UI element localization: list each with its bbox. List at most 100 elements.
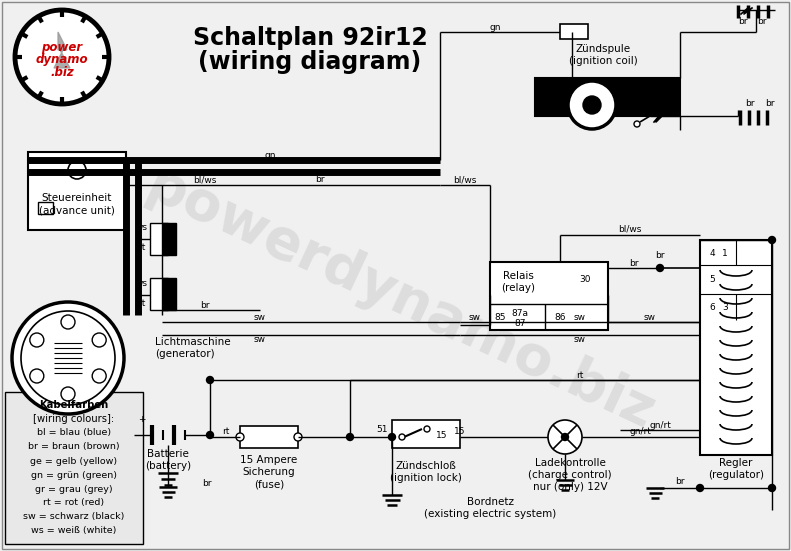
Text: 87a: 87a: [512, 309, 528, 317]
Circle shape: [657, 264, 664, 272]
Text: 87: 87: [514, 318, 526, 327]
Text: Steuereinheit
(advance unit): Steuereinheit (advance unit): [39, 193, 115, 215]
Text: Zündschloß
(ignition lock): Zündschloß (ignition lock): [390, 461, 462, 483]
Circle shape: [15, 10, 109, 104]
Text: Lichtmaschine
(generator): Lichtmaschine (generator): [155, 337, 231, 359]
Text: power: power: [41, 41, 82, 53]
Circle shape: [346, 434, 354, 440]
Circle shape: [30, 369, 44, 383]
Text: br: br: [200, 300, 210, 310]
Text: ge = gelb (yellow): ge = gelb (yellow): [30, 456, 118, 466]
Circle shape: [61, 387, 75, 401]
Bar: [28, 152, 126, 230]
Bar: [162, 278, 176, 310]
Text: br = braun (brown): br = braun (brown): [28, 442, 119, 451]
Text: ws: ws: [136, 278, 148, 288]
Bar: [535, 78, 680, 116]
Bar: [38, 202, 53, 214]
Text: gn/rt: gn/rt: [649, 420, 671, 429]
Text: powerdynamo.biz: powerdynamo.biz: [137, 158, 663, 442]
Text: bl/ws: bl/ws: [193, 176, 217, 185]
Text: bl/ws: bl/ws: [619, 224, 642, 234]
Text: 6: 6: [709, 304, 715, 312]
Bar: [150, 223, 168, 255]
Text: rt = rot (red): rt = rot (red): [44, 499, 104, 507]
Circle shape: [68, 161, 86, 179]
Text: Zündspule
(ignition coil): Zündspule (ignition coil): [569, 44, 638, 66]
Text: gn = grün (green): gn = grün (green): [31, 471, 117, 479]
Text: dynamo: dynamo: [36, 53, 89, 67]
Text: Schaltplan 92ir12: Schaltplan 92ir12: [193, 26, 427, 50]
Text: 15: 15: [437, 431, 448, 440]
Text: 5: 5: [709, 276, 715, 284]
Text: gn/rt: gn/rt: [629, 426, 651, 435]
Text: rt: rt: [138, 244, 146, 252]
Text: gn: gn: [264, 150, 276, 159]
Text: ws: ws: [136, 224, 148, 233]
Text: ws = weiß (white): ws = weiß (white): [32, 527, 117, 536]
Text: sw: sw: [254, 336, 266, 344]
Text: rt: rt: [222, 426, 229, 435]
Text: br: br: [630, 258, 639, 267]
Circle shape: [562, 434, 569, 440]
Circle shape: [388, 434, 396, 440]
Text: Kabelfarben: Kabelfarben: [40, 400, 108, 410]
Circle shape: [12, 302, 124, 414]
Text: 15 Ampere
Sicherung
(fuse): 15 Ampere Sicherung (fuse): [240, 455, 297, 489]
Circle shape: [697, 484, 703, 491]
Text: sw: sw: [469, 314, 481, 322]
Text: Relais
(relay): Relais (relay): [501, 271, 535, 293]
Text: (wiring diagram): (wiring diagram): [199, 50, 422, 74]
Text: sw: sw: [574, 312, 586, 321]
Circle shape: [399, 434, 405, 440]
Text: gr = grau (grey): gr = grau (grey): [35, 484, 113, 494]
Text: 85: 85: [494, 314, 505, 322]
Bar: [150, 278, 168, 310]
Text: 30: 30: [579, 276, 591, 284]
Circle shape: [634, 121, 640, 127]
Text: 15: 15: [454, 426, 466, 435]
Bar: [490, 262, 608, 330]
Circle shape: [206, 431, 214, 439]
Circle shape: [61, 315, 75, 329]
Text: br: br: [676, 478, 685, 487]
Text: br: br: [316, 176, 325, 185]
Text: [wiring colours]:: [wiring colours]:: [33, 414, 115, 424]
Text: br: br: [745, 100, 755, 109]
Text: 3: 3: [722, 304, 728, 312]
Text: gn: gn: [490, 23, 501, 31]
Text: rt: rt: [577, 370, 584, 380]
Circle shape: [294, 433, 302, 441]
Text: br: br: [765, 100, 774, 109]
Text: .biz: .biz: [50, 67, 74, 79]
Bar: [700, 240, 772, 455]
Text: sw = schwarz (black): sw = schwarz (black): [23, 512, 125, 521]
Text: sw: sw: [574, 336, 586, 344]
Text: sw: sw: [644, 312, 656, 321]
Circle shape: [93, 333, 106, 347]
Polygon shape: [54, 32, 70, 68]
Text: br: br: [202, 478, 212, 488]
Text: br: br: [738, 18, 747, 26]
Text: sw: sw: [254, 312, 266, 321]
Text: Bordnetz
(existing electric system): Bordnetz (existing electric system): [424, 497, 556, 519]
Circle shape: [583, 96, 601, 114]
Circle shape: [30, 333, 44, 347]
Text: Ladekontrolle
(charge control)
nur (only) 12V: Ladekontrolle (charge control) nur (only…: [528, 457, 611, 493]
Text: bl = blau (blue): bl = blau (blue): [37, 429, 111, 437]
Circle shape: [568, 81, 616, 129]
Text: Batterie
(battery): Batterie (battery): [145, 449, 191, 471]
Text: 1: 1: [722, 250, 728, 258]
Bar: [240, 426, 298, 448]
Text: 51: 51: [377, 425, 388, 435]
Text: rt: rt: [138, 299, 146, 307]
Text: 86: 86: [554, 314, 566, 322]
Circle shape: [206, 376, 214, 383]
Bar: [162, 223, 176, 255]
Text: bl/ws: bl/ws: [453, 176, 477, 185]
Circle shape: [769, 236, 775, 244]
Circle shape: [21, 311, 115, 405]
Text: 4: 4: [710, 250, 715, 258]
Bar: [560, 24, 588, 39]
Bar: [5, 392, 143, 544]
